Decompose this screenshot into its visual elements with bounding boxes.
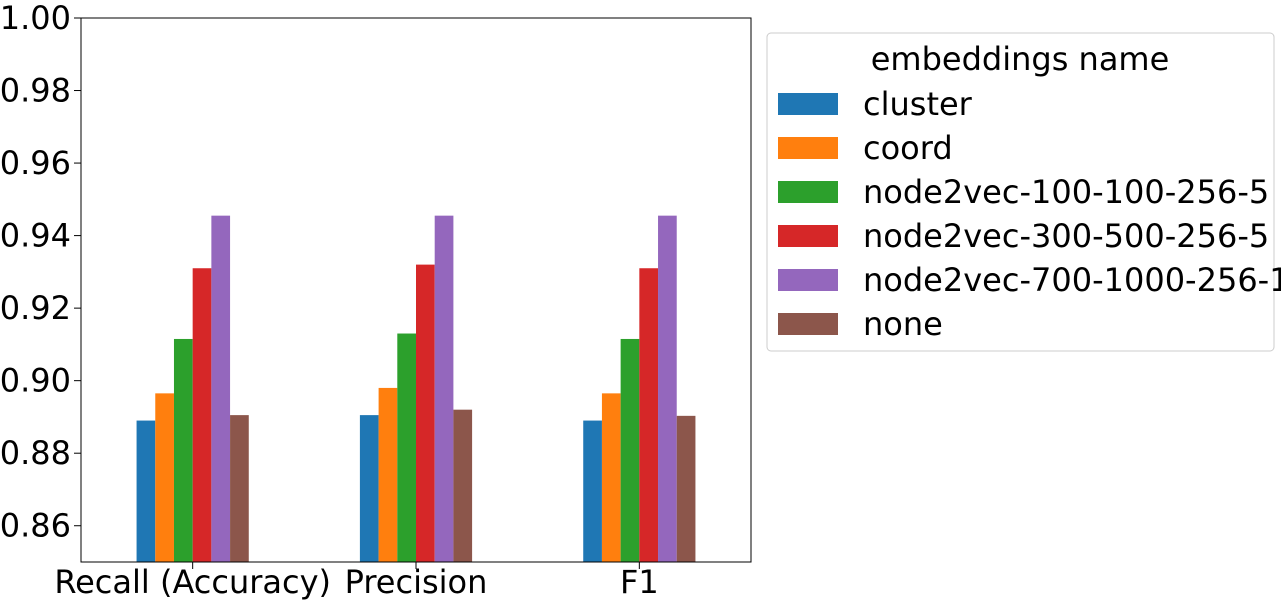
- x-tick-label: Precision: [345, 563, 488, 601]
- bar-cluster-2: [583, 420, 602, 562]
- legend-label-node2vec-100-100-256-5: node2vec-100-100-256-5: [863, 173, 1269, 211]
- bar-node2vec-100-100-256-5-0: [173, 338, 193, 562]
- y-tick-label: 0.86: [0, 507, 71, 545]
- legend-label-none: none: [863, 305, 943, 343]
- bar-coord-2: [601, 393, 621, 562]
- legend-swatch-node2vec-300-500-256-5: [778, 225, 838, 247]
- legend-box: [766, 32, 1275, 352]
- bar-node2vec-300-500-256-5-2: [639, 268, 659, 562]
- legend-label-cluster: cluster: [863, 85, 973, 123]
- bar-coord-1: [378, 387, 398, 562]
- bar-node2vec-100-100-256-5-1: [397, 333, 416, 562]
- bar-coord-0: [155, 393, 174, 562]
- legend: embeddings name cluster coord node2vec-100…: [766, 32, 1281, 352]
- legend-swatch-coord: [778, 137, 838, 159]
- bar-node2vec-700-1000-256-1-1: [434, 215, 454, 563]
- bar-node2vec-300-500-256-5-1: [416, 264, 435, 562]
- y-tick-label: 0.92: [0, 289, 71, 327]
- legend-label-node2vec-300-500-256-5: node2vec-300-500-256-5: [863, 217, 1269, 255]
- bar-node2vec-700-1000-256-1-2: [658, 215, 677, 563]
- y-tick-label: 0.88: [0, 434, 71, 472]
- legend-title: embeddings name: [871, 40, 1170, 78]
- x-tick-label: F1: [620, 563, 659, 601]
- bar-none-1: [453, 409, 473, 562]
- y-tick-label: 0.96: [0, 144, 71, 182]
- bar-node2vec-700-1000-256-1-0: [211, 215, 231, 563]
- y-axis: 0.86 0.88 0.90 0.92 0.94 0.96 0.98 1.00: [0, 0, 81, 545]
- y-tick-label: 1.00: [0, 0, 71, 37]
- y-tick-label: 0.90: [0, 362, 71, 400]
- legend-swatch-none: [778, 313, 838, 335]
- y-tick-label: 0.98: [0, 72, 71, 110]
- legend-swatch-node2vec-700-1000-256-1: [778, 269, 838, 291]
- bar-cluster-1: [359, 415, 379, 562]
- legend-swatch-cluster: [778, 93, 838, 115]
- bar-node2vec-100-100-256-5-2: [620, 338, 640, 562]
- bar-node2vec-300-500-256-5-0: [192, 268, 212, 562]
- bar-cluster-0: [136, 420, 156, 562]
- legend-swatch-node2vec-100-100-256-5: [778, 181, 838, 203]
- legend-label-node2vec-700-1000-256-1: node2vec-700-1000-256-1: [863, 261, 1281, 299]
- x-axis: Recall (Accuracy) Precision F1: [54, 562, 659, 601]
- y-tick-label: 0.94: [0, 217, 71, 255]
- legend-label-coord: coord: [863, 129, 953, 167]
- bars-group: [136, 215, 696, 563]
- bar-none-0: [230, 415, 249, 562]
- bar-none-2: [676, 415, 696, 562]
- legend-items: cluster coord node2vec-100-100-256-5 node2v…: [778, 85, 1281, 343]
- x-tick-label: Recall (Accuracy): [54, 563, 331, 601]
